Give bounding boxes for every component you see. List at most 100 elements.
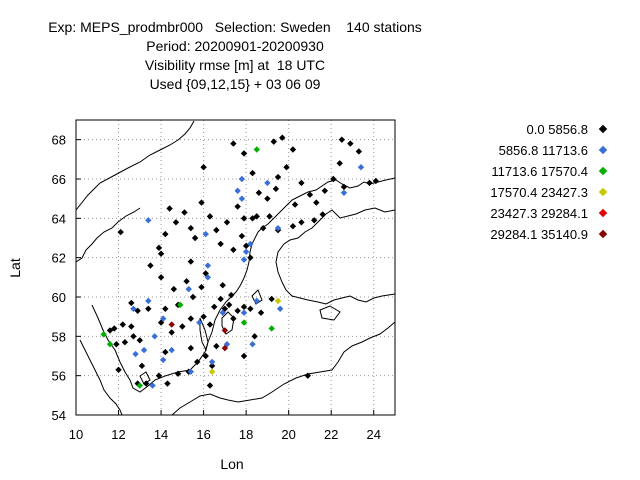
station-point-series-0: [191, 234, 199, 242]
station-point-series-0: [174, 370, 182, 377]
station-point-series-0: [230, 315, 237, 322]
station-point-series-0: [157, 250, 165, 257]
legend-item: 5856.8 11713.6: [430, 142, 610, 163]
station-point-series-0: [355, 148, 363, 155]
data-points: [100, 134, 380, 389]
station-point-series-0: [200, 313, 207, 320]
station-point-series-1: [234, 187, 241, 194]
x-tick-label: 10: [69, 427, 83, 442]
station-point-series-1: [145, 297, 152, 305]
station-point-series-0: [304, 372, 312, 379]
station-point-series-0: [162, 305, 169, 312]
station-point-series-0: [208, 362, 216, 370]
station-point-series-0: [183, 278, 190, 285]
station-point-series-0: [240, 215, 248, 222]
station-point-series-0: [310, 217, 318, 224]
station-point-series-0: [164, 380, 171, 387]
y-tick-label: 64: [52, 211, 66, 226]
station-point-series-0: [211, 303, 218, 311]
station-point-series-1: [219, 309, 226, 316]
station-point-series-0: [179, 323, 186, 330]
station-point-series-1: [253, 297, 260, 305]
station-point-series-0: [119, 321, 126, 328]
station-point-series-0: [198, 283, 205, 291]
x-tick-label: 12: [111, 427, 125, 442]
station-point-series-1: [238, 195, 246, 202]
station-point-series-2: [177, 301, 184, 309]
legend: 0.0 5856.8 5856.8 11713.6 11713.6 17570.4 1…: [430, 121, 610, 247]
station-point-series-0: [283, 164, 290, 171]
y-axis-label: Lat: [7, 258, 23, 278]
station-point-series-0: [155, 244, 163, 252]
station-point-series-0: [240, 303, 248, 311]
station-point-series-1: [240, 309, 248, 316]
station-point-series-1: [168, 346, 175, 354]
station-point-series-1: [240, 256, 248, 263]
x-axis-label: Lon: [220, 456, 243, 472]
station-point-series-0: [321, 187, 329, 194]
station-point-series-0: [166, 205, 173, 212]
station-point-series-0: [289, 223, 297, 230]
station-point-series-0: [200, 164, 207, 171]
station-point-series-0: [298, 219, 305, 226]
x-tick-label: 22: [324, 427, 338, 442]
legend-label: 17570.4 23427.3: [490, 185, 588, 200]
station-point-series-1: [247, 240, 254, 248]
station-point-series-0: [274, 173, 282, 181]
station-point-series-5: [221, 327, 229, 334]
station-point-series-0: [230, 246, 237, 253]
station-point-series-0: [157, 274, 165, 281]
station-point-series-0: [249, 169, 256, 177]
station-point-series-0: [234, 307, 241, 314]
x-tick-label: 14: [154, 427, 168, 442]
station-point-series-0: [213, 226, 220, 234]
station-point-series-1: [249, 341, 256, 348]
station-point-series-0: [247, 305, 254, 312]
station-point-series-0: [279, 134, 286, 141]
station-point-series-0: [259, 224, 267, 232]
station-point-series-0: [306, 191, 314, 198]
station-point-series-0: [251, 333, 258, 340]
station-point-series-0: [313, 199, 320, 206]
legend-diamond-icon: [598, 124, 608, 134]
station-point-series-0: [336, 160, 343, 167]
station-point-series-0: [189, 293, 197, 301]
x-tick-label: 18: [239, 427, 253, 442]
station-point-series-0: [319, 211, 326, 218]
legend-label: 29284.1 35140.9: [490, 227, 588, 242]
station-point-series-0: [347, 140, 354, 147]
station-point-series-0: [206, 382, 214, 389]
station-point-series-0: [230, 140, 237, 147]
station-point-series-0: [213, 342, 220, 350]
station-point-series-0: [257, 309, 265, 316]
station-point-series-0: [187, 344, 195, 352]
station-point-series-0: [298, 179, 305, 187]
legend-item: 0.0 5856.8: [430, 121, 610, 142]
station-point-series-0: [128, 299, 135, 307]
station-point-series-0: [130, 333, 137, 340]
station-point-series-5: [221, 344, 229, 352]
station-point-series-1: [159, 315, 167, 322]
axis-ticks: 10 12 14 16 18 20 22 24 54 56 58 60 62 64 66 68: [52, 133, 381, 442]
station-point-series-1: [202, 230, 209, 238]
station-point-series-1: [132, 350, 139, 358]
station-point-series-2: [136, 382, 143, 389]
station-point-series-0: [187, 224, 195, 232]
station-point-series-0: [219, 282, 226, 289]
station-point-series-1: [264, 179, 271, 187]
station-point-series-0: [113, 341, 120, 348]
station-point-series-0: [240, 150, 248, 157]
station-point-series-0: [289, 146, 297, 153]
legend-item: 17570.4 23427.3: [430, 184, 610, 205]
station-point-series-0: [242, 242, 250, 250]
station-point-series-0: [366, 179, 373, 187]
station-point-series-0: [142, 380, 150, 387]
station-point-series-0: [217, 240, 224, 248]
station-point-series-1: [357, 164, 365, 171]
station-point-series-0: [372, 177, 380, 185]
station-point-series-0: [194, 358, 201, 366]
station-point-series-0: [136, 337, 143, 344]
chart-title-block: Exp: MEPS_prodmbr000 Selection: Sweden 1…: [0, 18, 470, 94]
legend-label: 5856.8 11713.6: [498, 143, 588, 158]
coastline-map: [76, 120, 395, 415]
